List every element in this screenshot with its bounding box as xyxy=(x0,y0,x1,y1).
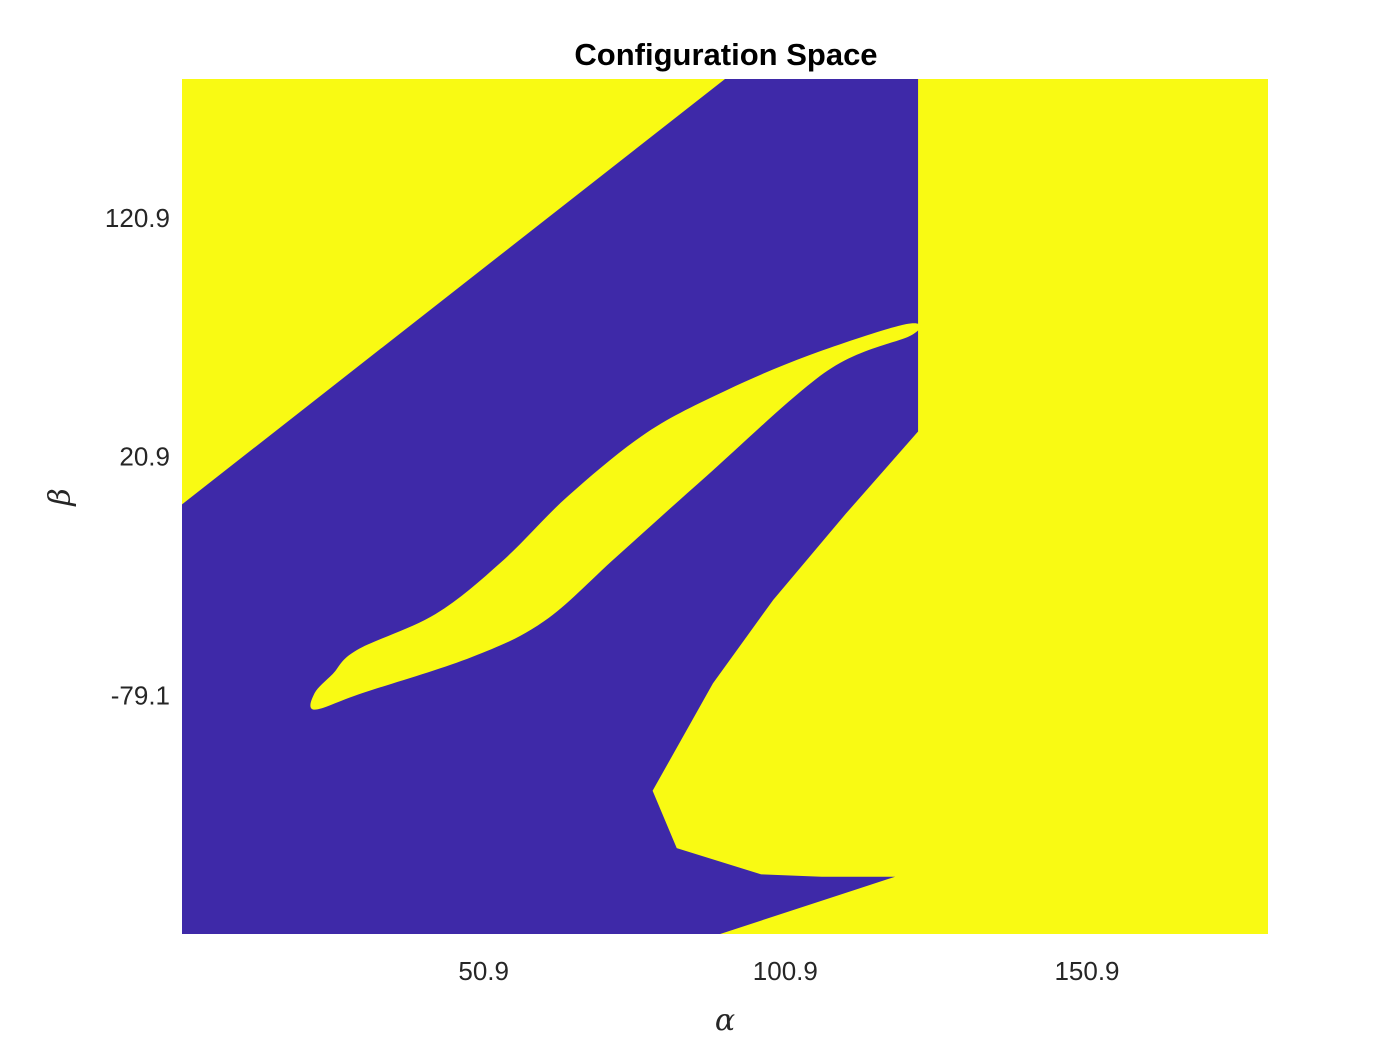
x-tick-label: 100.9 xyxy=(753,956,818,986)
x-tick-label: 150.9 xyxy=(1054,956,1119,986)
obstacle-region xyxy=(182,79,919,934)
y-axis-ticks: 120.9 20.9 -79.1 xyxy=(105,203,170,710)
x-axis-ticks: 50.9 100.9 150.9 xyxy=(458,956,1119,986)
plot-area xyxy=(182,79,1268,934)
y-tick-label: -79.1 xyxy=(111,680,170,710)
y-tick-label: 120.9 xyxy=(105,203,170,233)
x-axis-label: α xyxy=(715,1003,735,1038)
free-region xyxy=(310,323,921,710)
x-tick-label: 50.9 xyxy=(458,956,509,986)
y-axis-label: β xyxy=(43,488,78,506)
chart-title: Configuration Space xyxy=(574,37,877,72)
y-tick-label: 20.9 xyxy=(119,442,170,472)
